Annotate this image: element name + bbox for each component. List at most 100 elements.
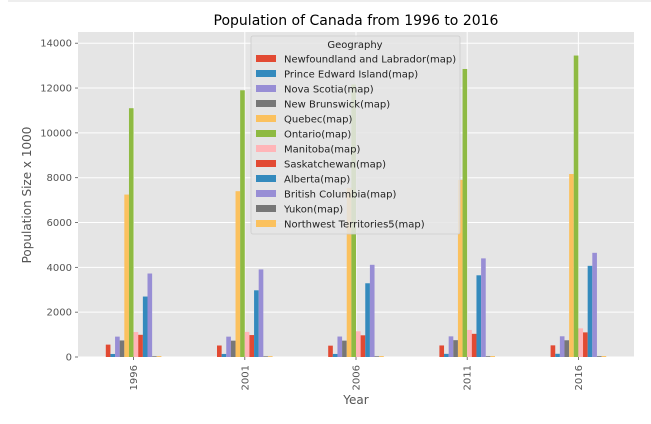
bar [332,353,338,357]
legend-entry: Saskatchewan(map) [284,160,386,171]
bar [147,273,153,357]
x-axis-ticks: 1996 2001 2006 2011 2016 [129,357,585,390]
legend-entry: Nova Scotia(map) [284,85,374,96]
y-tick-label: 14000 [40,39,72,50]
legend-entry: Ontario(map) [284,130,351,141]
bar [240,90,245,357]
legend-swatch [256,160,276,167]
legend-swatch [256,55,276,62]
legend-entry: Newfoundland and Labrador(map) [284,55,456,66]
bar [448,336,454,357]
x-tick-label: 2016 [574,365,585,390]
bar [592,252,597,357]
bar [573,55,579,357]
bar [244,331,250,357]
bar [578,328,584,357]
legend-entry: Prince Edward Island(map) [284,70,418,81]
y-axis-ticks: 0 2000 4000 6000 8000 10000 12000 14000 [40,39,78,364]
bar [481,258,486,357]
legend-entry: Manitoba(map) [284,145,361,156]
bar [249,335,255,357]
bar [133,332,139,357]
y-tick-label: 12000 [40,84,72,95]
x-tick-label: 2011 [463,365,474,390]
legend: Geography Newfoundland and Labrador(map)… [250,35,461,235]
bar [457,179,463,357]
legend-swatch [256,85,276,92]
x-tick-label: 2001 [240,365,251,390]
bar [110,353,116,357]
bar [467,329,472,357]
bar [485,356,491,357]
bar [124,194,129,357]
legend-entry: Alberta(map) [284,175,350,186]
bar [369,264,375,357]
bar [356,331,361,357]
y-tick-label: 2000 [47,308,72,319]
bar [119,340,125,357]
bar [152,356,157,357]
y-tick-label: 10000 [40,128,72,139]
y-tick-label: 8000 [47,173,72,184]
legend-entry: New Brunswick(map) [284,100,390,111]
legend-swatch [256,130,276,137]
bar [360,335,366,357]
bar [379,356,384,357]
y-tick-label: 4000 [47,263,72,274]
bar [156,356,162,357]
bar [596,356,602,357]
legend-swatch [256,190,276,197]
bar [601,356,607,357]
chart-title: Population of Canada from 1996 to 2016 [214,13,499,29]
legend-swatch [256,145,276,152]
y-tick-label: 6000 [47,218,72,229]
bar [587,265,593,357]
legend-swatch [256,220,276,227]
bar [235,191,241,357]
bar [365,283,370,357]
x-tick-label: 1996 [129,365,140,390]
bar [230,340,236,357]
bar [462,68,468,357]
bar [342,340,347,357]
bar [476,275,482,357]
bar [559,336,565,357]
bar [550,345,556,357]
legend-box [250,35,461,235]
legend-entry: Northwest Territories5(map) [284,220,425,231]
y-axis-label: Population Size x 1000 [20,127,34,264]
bar [254,290,259,357]
x-tick-label: 2006 [352,365,363,390]
bar [263,356,268,357]
legend-entry: Yukon(map) [283,205,343,216]
bar [115,336,120,357]
bar [267,356,273,357]
bar [569,174,574,357]
bar [444,353,449,357]
bar [453,340,458,357]
legend-swatch [256,70,276,77]
bar [217,345,222,357]
bar [439,345,445,357]
bar [226,336,231,357]
bar [128,108,134,357]
legend-entry: Quebec(map) [284,115,352,126]
bar [346,187,352,357]
bar [221,353,227,357]
bar [471,333,477,357]
bar [142,296,148,357]
legend-title: Geography [327,40,382,51]
bar [564,340,570,357]
bar [328,345,333,357]
x-axis-label: Year [342,393,368,407]
legend-swatch [256,205,276,212]
bar [374,356,380,357]
legend-entry: British Columbia(map) [284,190,397,201]
bar [258,269,264,357]
legend-swatch [256,100,276,107]
legend-swatch [256,175,276,182]
bar [105,344,111,357]
y-tick-label: 0 [66,353,72,364]
